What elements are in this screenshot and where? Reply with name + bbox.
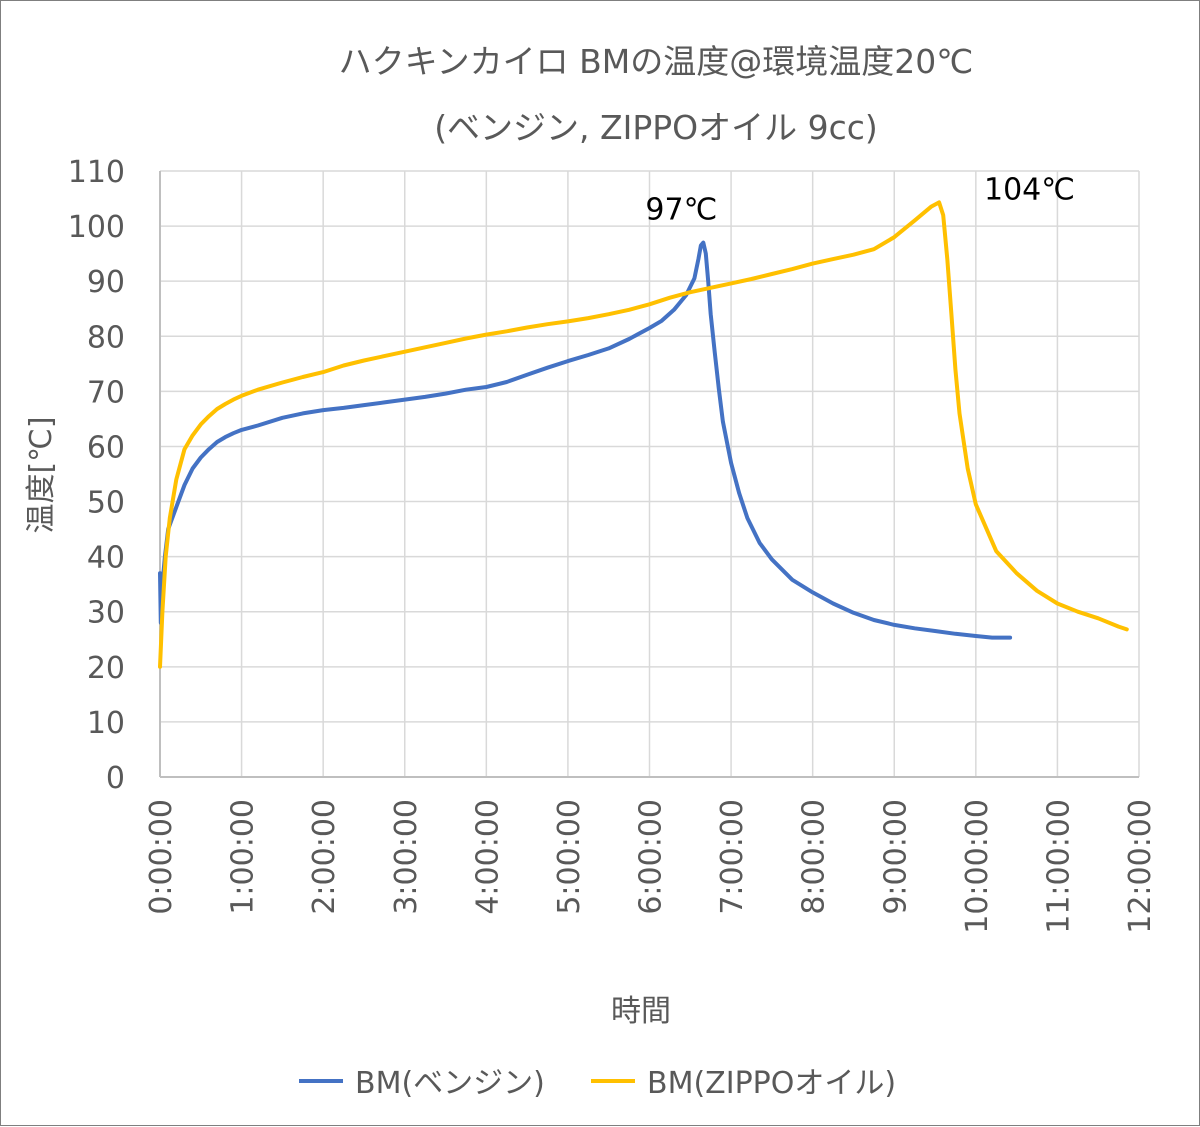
legend-label-benzine: BM(ベンジン) (355, 1066, 545, 1101)
annotations: 97℃ 104℃ (645, 173, 1075, 228)
y-tick-label: 60 (87, 430, 125, 465)
x-tick-label: 1:00:00 (226, 799, 261, 915)
gridlines (159, 170, 1140, 778)
peak-annotation: 104℃ (984, 173, 1075, 208)
x-axis-label: 時間 (611, 994, 671, 1029)
y-tick-label: 110 (68, 155, 125, 190)
y-axis-ticks: 0 10 20 30 40 50 60 70 80 90 100 110 (68, 155, 125, 796)
chart-subtitle: (ベンジン, ZIPPOオイル 9cc) (434, 108, 878, 147)
x-tick-label: 8:00:00 (797, 799, 832, 915)
y-tick-label: 80 (87, 320, 125, 355)
y-tick-label: 20 (87, 651, 125, 686)
x-tick-label: 2:00:00 (307, 799, 342, 915)
y-tick-label: 40 (87, 541, 125, 576)
y-tick-label: 90 (87, 265, 125, 300)
x-tick-label: 3:00:00 (389, 799, 424, 915)
x-tick-label: 9:00:00 (878, 799, 913, 915)
axes (159, 171, 1139, 778)
x-tick-label: 10:00:00 (960, 799, 995, 934)
y-tick-label: 50 (87, 486, 125, 521)
y-tick-label: 0 (106, 761, 125, 796)
x-tick-label: 12:00:00 (1123, 799, 1158, 934)
y-tick-label: 10 (87, 706, 125, 741)
peak-annotation: 97℃ (645, 192, 717, 227)
legend: BM(ベンジン) BM(ZIPPOオイル) (299, 1066, 896, 1101)
series-line-1 (158, 200, 1129, 669)
chart-title: ハクキンカイロ BMの温度@環境温度20℃ (339, 42, 974, 81)
y-tick-label: 30 (87, 596, 125, 631)
series-line-0 (158, 240, 1013, 640)
x-tick-label: 6:00:00 (634, 799, 669, 915)
x-tick-label: 7:00:00 (715, 799, 750, 915)
x-tick-label: 0:00:00 (144, 799, 179, 915)
x-tick-label: 5:00:00 (552, 799, 587, 915)
x-tick-label: 11:00:00 (1041, 799, 1076, 934)
legend-label-zippo: BM(ZIPPOオイル) (647, 1066, 896, 1101)
y-axis-label: 温度[℃] (24, 416, 59, 533)
x-tick-label: 4:00:00 (470, 799, 505, 915)
series-lines (158, 200, 1129, 669)
y-tick-label: 100 (68, 210, 125, 245)
x-axis-ticks: 0:00:00 1:00:00 2:00:00 3:00:00 4:00:00 5:00:… (144, 799, 1158, 934)
y-tick-label: 70 (87, 375, 125, 410)
